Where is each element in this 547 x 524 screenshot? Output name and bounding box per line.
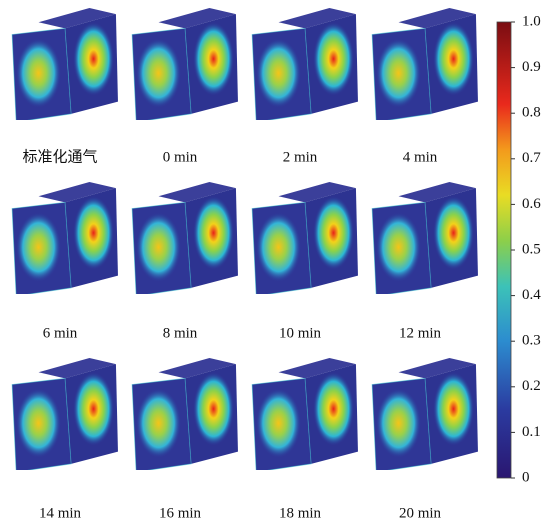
heatmap-image: [252, 358, 358, 472]
colorbar-tick-label: 0.2: [522, 378, 541, 394]
colorbar-tick-label: 1.0: [522, 13, 541, 29]
heatmap-image: [132, 182, 238, 296]
heatmap-image: [252, 182, 358, 296]
colorbar-tick-label: 0.5: [522, 241, 541, 257]
panel-label: 标准化通气: [22, 148, 97, 165]
heatmap-image: [372, 182, 478, 296]
colorbar-tick-label: 0: [522, 469, 530, 485]
colorbar-tick-label: 0.3: [522, 333, 541, 349]
panel-label: 20 min: [399, 505, 442, 521]
heatmap-image: [372, 358, 478, 472]
panel-label: 16 min: [159, 505, 202, 521]
colorbar: [497, 22, 511, 478]
panel-grid: 标准化通气 0 min 2 min 4 min 6 min 8 min 10 min 12 m…: [12, 8, 478, 521]
colorbar-tick-label: 0.6: [522, 196, 541, 212]
panel-label: 14 min: [39, 505, 82, 521]
colorbar-tick-label: 0.7: [522, 150, 541, 166]
colorbar-tick-label: 0.1: [522, 424, 541, 440]
heatmap-image: [12, 182, 118, 296]
heatmap-image: [12, 8, 118, 122]
panel-label: 18 min: [279, 505, 322, 521]
panel-label: 2 min: [283, 149, 318, 165]
figure: 标准化通气 0 min 2 min 4 min 6 min 8 min 10 min 12 m…: [0, 0, 547, 524]
panel-label: 12 min: [399, 325, 442, 341]
heatmap-image: [372, 8, 478, 122]
panel-label: 4 min: [403, 149, 438, 165]
panel-label: 0 min: [163, 149, 198, 165]
panel-label: 10 min: [279, 325, 322, 341]
panel-label: 6 min: [43, 325, 78, 341]
colorbar-tick-label: 0.8: [522, 105, 541, 121]
heatmap-image: [252, 8, 358, 122]
colorbar-tick-label: 0.9: [522, 59, 541, 75]
heatmap-image: [132, 8, 238, 122]
colorbar-tick-label: 0.4: [522, 287, 541, 303]
panel-label: 8 min: [163, 325, 198, 341]
heatmap-image: [132, 358, 238, 472]
heatmap-image: [12, 358, 118, 472]
